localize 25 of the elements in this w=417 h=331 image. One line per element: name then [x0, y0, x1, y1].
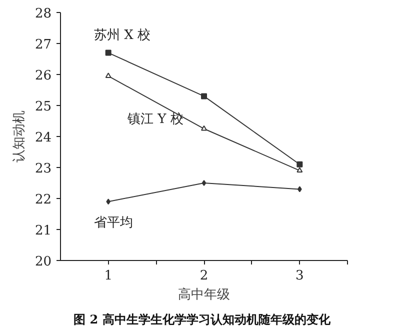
y-tick-label: 20: [34, 254, 52, 270]
point: [296, 167, 303, 173]
series-label: 苏州 X 校: [94, 28, 151, 43]
point: [202, 180, 206, 186]
y-axis-title: 认知动机: [12, 110, 27, 162]
point: [105, 72, 112, 78]
point: [201, 93, 207, 100]
y-tick-label: 26: [34, 68, 52, 84]
y-tick-label: 22: [34, 192, 52, 208]
series-label: 镇江 Y 校: [126, 112, 184, 127]
point: [201, 125, 207, 131]
point: [105, 50, 112, 56]
x-axis-title: 高中年级: [178, 286, 230, 302]
series-label: 省平均: [94, 216, 133, 231]
point: [296, 161, 303, 168]
y-tick-label: 27: [34, 38, 52, 52]
y-tick-label: 28: [34, 6, 52, 22]
y-tick-label: 25: [34, 100, 52, 114]
text: 图 2 高中生学生化学学习认知动机随年级的变化: [74, 312, 332, 326]
y-tick-label: 23: [34, 162, 52, 176]
x-tick-label: 2: [200, 268, 208, 284]
y-tick-label: 21: [34, 224, 52, 238]
x-tick-label: 3: [296, 268, 304, 284]
y-tick-label: 24: [34, 130, 52, 146]
x-tick-label: 1: [104, 268, 112, 284]
